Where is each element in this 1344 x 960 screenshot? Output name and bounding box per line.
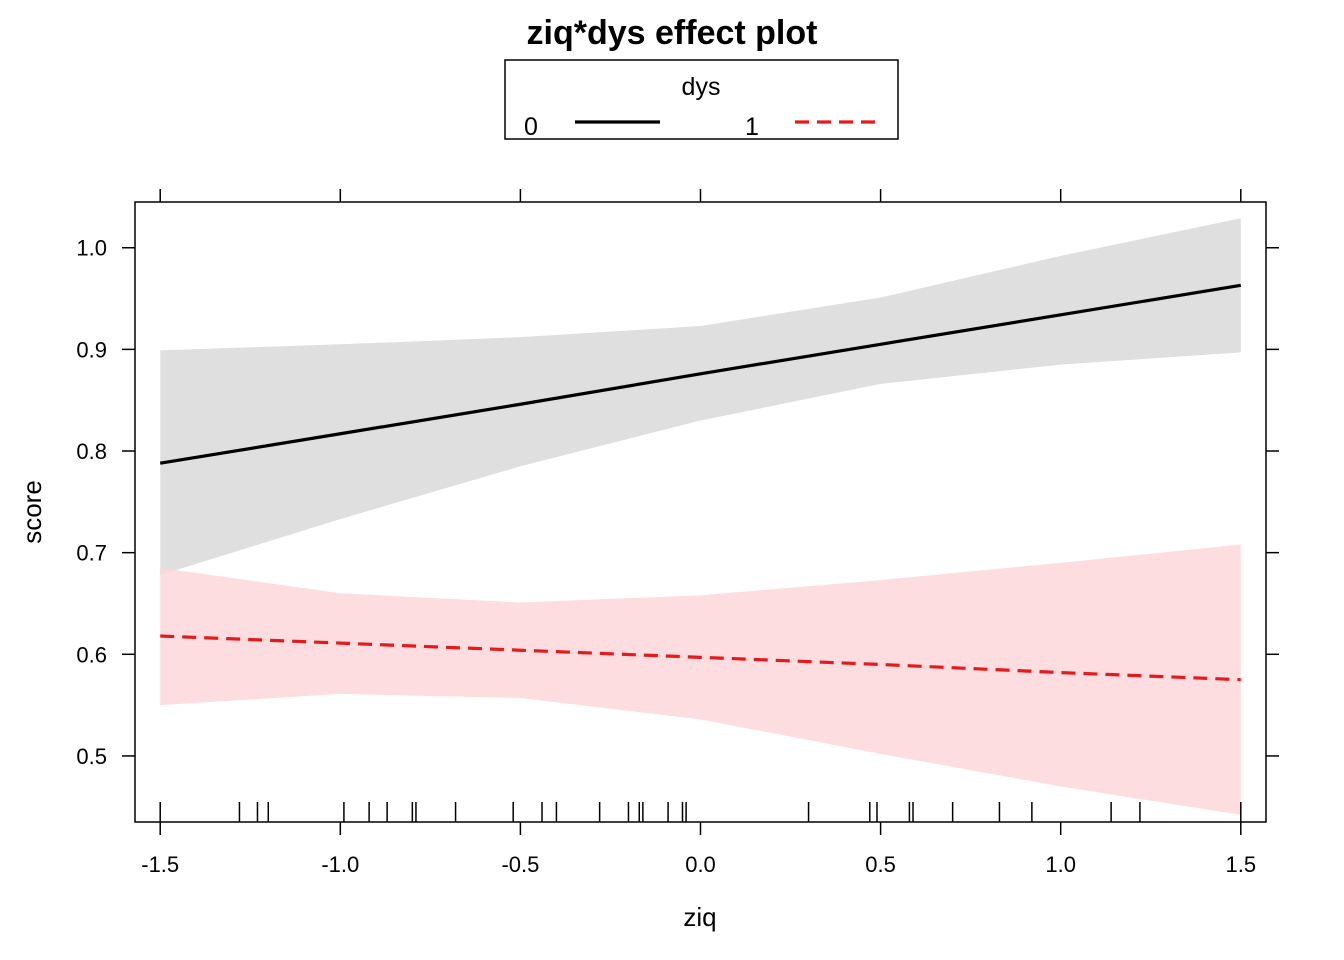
chart-title: ziq*dys effect plot (527, 14, 818, 52)
confidence-band-1 (160, 544, 1241, 815)
x-tick-label: 0.0 (685, 852, 716, 877)
confidence-bands (160, 218, 1241, 815)
series-line-1 (160, 634, 1241, 682)
rug-marks (159, 802, 1242, 822)
y-tick-label: 0.6 (76, 642, 107, 667)
x-tick-label: -1.0 (321, 852, 359, 877)
y-axis: 0.5 0.6 0.7 0.8 0.9 1.0 (76, 236, 1279, 769)
x-axis: -1.5 -1.0 -0.5 0.0 0.5 1.0 1.5 (141, 189, 1256, 877)
y-tick-label: 0.8 (76, 439, 107, 464)
y-tick-label: 0.7 (76, 541, 107, 566)
y-tick-label: 1.0 (76, 236, 107, 261)
y-tick-label: 0.5 (76, 744, 107, 769)
y-axis-label: score (17, 480, 47, 544)
series-lines (159, 283, 1242, 682)
x-tick-label: 0.5 (865, 852, 896, 877)
x-tick-label: 1.0 (1045, 852, 1076, 877)
series-line-0 (159, 283, 1242, 465)
x-tick-label: -0.5 (501, 852, 539, 877)
legend: dys 0 1 (504, 59, 899, 141)
legend-label-1: 1 (745, 113, 759, 141)
legend-title: dys (682, 73, 721, 101)
x-tick-label: -1.5 (141, 852, 179, 877)
confidence-band-0 (160, 218, 1241, 576)
legend-box (504, 59, 899, 140)
y-tick-label: 0.9 (76, 337, 107, 362)
x-axis-label: ziq (683, 902, 716, 932)
x-tick-label: 1.5 (1225, 852, 1256, 877)
legend-label-0: 0 (524, 113, 538, 141)
